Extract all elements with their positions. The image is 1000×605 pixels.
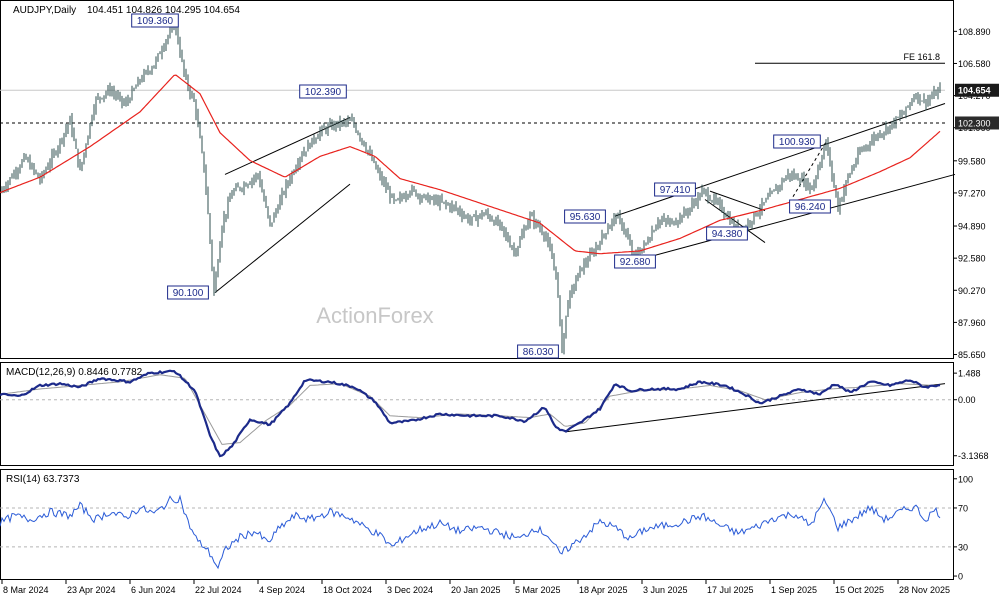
x-tick-label: 15 Oct 2025 [835, 585, 884, 595]
x-tick-label: 28 Nov 2025 [899, 585, 950, 595]
wedge-2024-upper [224, 116, 351, 175]
price-pivot-labels: 109.360 90.100 102.390 86.030 95.630 92.680 97… [131, 13, 831, 359]
pivot-label-text: 102.390 [305, 87, 342, 98]
price-bars [1, 21, 941, 355]
macd-signal-line [0, 374, 941, 445]
rsi-axis: 100 70 30 0 [953, 474, 973, 582]
pivot-label-box [167, 285, 209, 300]
moving-average-line [0, 74, 941, 255]
rsi-line [0, 494, 953, 570]
wedge-2024-lower [214, 183, 351, 294]
pivot-label: 97.410 [654, 182, 696, 197]
ohlc-values: 104.451 104.826 104.295 104.654 [87, 5, 240, 16]
channel-2025-upper [614, 103, 946, 217]
x-tick-label: 5 Mar 2025 [515, 585, 561, 595]
price-tick-label: 90.270 [958, 286, 986, 296]
rsi-tick-label: 70 [958, 503, 968, 513]
level-label: 102.300 [958, 118, 991, 128]
price-tick-label: 106.580 [958, 59, 991, 69]
pivot-label-box [299, 84, 347, 99]
macd-tick-label: 0.00 [958, 395, 976, 405]
pivot-label-text: 95.630 [570, 212, 601, 223]
price-tick-label: 97.270 [958, 188, 986, 198]
pivot-label-box [131, 13, 179, 28]
x-tick-label: 17 Jul 2025 [707, 585, 754, 595]
pivot-label-box [517, 344, 559, 359]
x-tick-label: 3 Dec 2024 [387, 585, 433, 595]
pivot-label: 86.030 [517, 344, 559, 359]
pivot-label-box [773, 134, 821, 149]
pivot-label-text: 90.100 [173, 288, 204, 299]
last-price-label: 104.654 [958, 86, 991, 96]
pivot-label-box [789, 199, 831, 214]
pivot-label: 92.680 [614, 254, 656, 269]
fe-label: FE 161.8 [903, 52, 940, 62]
pivot-label: 94.380 [706, 226, 748, 241]
rsi-tick-label: 0 [958, 572, 963, 582]
x-tick-label: 18 Oct 2024 [323, 585, 372, 595]
price-tick-label: 92.580 [958, 254, 986, 264]
price-annotation-lines: FE 161.8 [0, 52, 956, 294]
pivot-label-box [706, 226, 748, 241]
pivot-label-text: 109.360 [137, 16, 174, 27]
price-tick-label: 108.890 [958, 27, 991, 37]
flag-lower [704, 199, 766, 243]
watermark: ActionForex [316, 303, 433, 328]
x-tick-label: 18 Apr 2025 [579, 585, 628, 595]
pivot-label: 109.360 [131, 13, 179, 28]
level-tag [955, 116, 999, 130]
rsi-title: RSI(14) 63.7373 [6, 474, 80, 485]
price-tick-label: 87.960 [958, 318, 986, 328]
price-tick-label: 99.580 [958, 156, 986, 166]
pivot-label-text: 92.680 [620, 257, 651, 268]
macd-trendline [564, 383, 946, 433]
macd-axis: 1.488 0.00 -3.1368 [953, 369, 989, 461]
x-tick-label: 22 Jul 2024 [195, 585, 242, 595]
x-tick-label: 6 Jun 2024 [131, 585, 176, 595]
pivot-label: 95.630 [564, 209, 606, 224]
macd-panel[interactable] [0, 362, 954, 466]
pivot-label: 100.930 [773, 134, 821, 149]
macd-lines [0, 369, 953, 458]
x-tick-label: 4 Sep 2024 [259, 585, 305, 595]
last-price-tag [955, 83, 999, 97]
channel-2025-lower [629, 173, 956, 263]
pivot-label-text: 97.410 [660, 185, 691, 196]
macd-tick-label: 1.488 [958, 369, 981, 379]
pivot-label-box [614, 254, 656, 269]
pivot-label: 102.390 [299, 84, 347, 99]
x-tick-label: 1 Sep 2025 [771, 585, 817, 595]
rsi-line [0, 494, 941, 570]
x-tick-label: 23 Apr 2024 [67, 585, 116, 595]
rsi-panel[interactable] [0, 469, 954, 580]
x-tick-label: 20 Jan 2025 [451, 585, 501, 595]
pivot-label-box [564, 209, 606, 224]
macd-line [0, 369, 941, 458]
pivot-label-text: 100.930 [779, 137, 816, 148]
price-tick-label: 85.650 [958, 350, 986, 360]
rsi-tick-label: 100 [958, 474, 973, 484]
macd-title: MACD(12,26,9) 0.8446 0.7782 [6, 367, 143, 378]
price-axis: 108.890106.580104.270101.96099.58097.270… [953, 27, 999, 360]
pivot-label-box [654, 182, 696, 197]
pivot-label: 90.100 [167, 285, 209, 300]
price-header: AUDJPY,Daily 104.451 104.826 104.295 104… [13, 5, 240, 16]
ma-line [0, 74, 941, 255]
pivot-label: 96.240 [789, 199, 831, 214]
price-tick-label: 94.890 [958, 222, 986, 232]
rsi-tick-label: 30 [958, 542, 968, 552]
x-tick-label: 3 Jun 2025 [643, 585, 688, 595]
price-panel[interactable] [0, 0, 954, 359]
dashed-spike [792, 141, 827, 197]
x-tick-label: 8 Mar 2024 [3, 585, 49, 595]
x-axis: 8 Mar 2024 23 Apr 2024 6 Jun 2024 22 Jul 20… [1, 580, 950, 595]
pivot-label-text: 94.380 [712, 229, 743, 240]
symbol-timeframe: AUDJPY,Daily [13, 5, 76, 16]
pivot-label-text: 86.030 [523, 347, 554, 358]
pivot-label-text: 96.240 [795, 202, 826, 213]
macd-tick-label: -3.1368 [958, 451, 989, 461]
flag-upper [709, 190, 766, 212]
